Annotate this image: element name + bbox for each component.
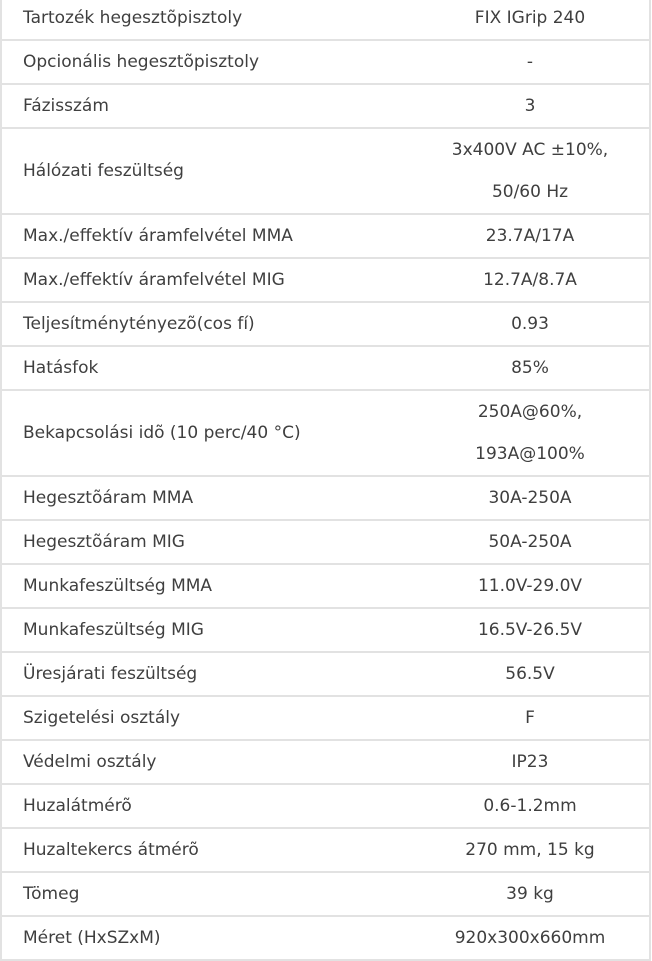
spec-row: Hatásfok 85% bbox=[1, 346, 650, 390]
spec-label: Méret (HxSZxM) bbox=[23, 928, 161, 948]
spec-label: Opcionális hegesztõpisztoly bbox=[23, 52, 260, 72]
spec-value: 3x400V AC ±10%, 50/60 Hz bbox=[451, 140, 609, 202]
spec-value: 23.7A/17A bbox=[485, 226, 575, 246]
spec-row: Fázisszám 3 bbox=[1, 84, 650, 128]
spec-label: Huzalátmérõ bbox=[23, 796, 132, 816]
spec-row: Max./effektív áramfelvétel MMA 23.7A/17A bbox=[1, 214, 650, 258]
spec-label: Max./effektív áramfelvétel MIG bbox=[23, 270, 285, 290]
spec-label: Munkafeszültség MMA bbox=[23, 576, 213, 596]
spec-value: 85% bbox=[511, 358, 549, 378]
spec-value: 30A-250A bbox=[488, 488, 572, 508]
spec-value: 39 kg bbox=[506, 884, 554, 904]
spec-label: Max./effektív áramfelvétel MMA bbox=[23, 226, 293, 246]
spec-value: 250A@60%, 193A@100% bbox=[475, 402, 585, 464]
spec-row: Szigetelési osztály F bbox=[1, 696, 650, 740]
spec-value: 11.0V-29.0V bbox=[477, 576, 583, 596]
spec-row: Teljesítménytényezõ(cos fí) 0.93 bbox=[1, 302, 650, 346]
spec-value: 12.7A/8.7A bbox=[483, 270, 577, 290]
spec-row: Bekapcsolási idõ (10 perc/40 °C) 250A@60%… bbox=[1, 390, 650, 476]
spec-value: 0.6-1.2mm bbox=[483, 796, 577, 816]
spec-label: Hegesztõáram MIG bbox=[23, 532, 185, 552]
spec-row: Hegesztõáram MMA 30A-250A bbox=[1, 476, 650, 520]
spec-row: Opcionális hegesztõpisztoly - bbox=[1, 40, 650, 84]
spec-value: F bbox=[525, 708, 535, 728]
spec-value: FIX IGrip 240 bbox=[474, 8, 586, 28]
spec-label: Fázisszám bbox=[23, 96, 109, 116]
spec-row: Hegesztõáram MIG 50A-250A bbox=[1, 520, 650, 564]
spec-label: Hegesztõáram MMA bbox=[23, 488, 194, 508]
spec-row: Max./effektív áramfelvétel MIG 12.7A/8.7A bbox=[1, 258, 650, 302]
spec-label: Szigetelési osztály bbox=[23, 708, 181, 728]
spec-value: 920x300x660mm bbox=[454, 928, 606, 948]
spec-value: 56.5V bbox=[505, 664, 555, 684]
spec-row: Huzalátmérõ 0.6-1.2mm bbox=[1, 784, 650, 828]
spec-label: Tömeg bbox=[23, 884, 80, 904]
spec-label: Huzaltekercs átmérõ bbox=[23, 840, 199, 860]
spec-value: IP23 bbox=[511, 752, 549, 772]
spec-value: - bbox=[526, 52, 534, 72]
spec-value: 16.5V-26.5V bbox=[477, 620, 583, 640]
spec-row: Védelmi osztály IP23 bbox=[1, 740, 650, 784]
spec-row: Üresjárati feszültség 56.5V bbox=[1, 652, 650, 696]
spec-value: 50A-250A bbox=[488, 532, 572, 552]
spec-label: Üresjárati feszültség bbox=[23, 664, 198, 684]
spec-label: Védelmi osztály bbox=[23, 752, 157, 772]
spec-row: Hálózati feszültség 3x400V AC ±10%, 50/60… bbox=[1, 128, 650, 214]
spec-value: 270 mm, 15 kg bbox=[465, 840, 595, 860]
spec-label: Hálózati feszültség bbox=[23, 161, 184, 181]
spec-label: Hatásfok bbox=[23, 358, 99, 378]
spec-row: Méret (HxSZxM) 920x300x660mm bbox=[1, 916, 650, 960]
spec-row: Tartozék hegesztõpisztoly FIX IGrip 240 bbox=[1, 0, 650, 40]
spec-label: Tartozék hegesztõpisztoly bbox=[23, 8, 243, 28]
spec-label: Bekapcsolási idõ (10 perc/40 °C) bbox=[23, 423, 301, 443]
spec-row: Tömeg 39 kg bbox=[1, 872, 650, 916]
spec-row: Munkafeszültség MIG 16.5V-26.5V bbox=[1, 608, 650, 652]
spec-value: 3 bbox=[524, 96, 536, 116]
spec-label: Munkafeszültség MIG bbox=[23, 620, 204, 640]
spec-label: Teljesítménytényezõ(cos fí) bbox=[23, 314, 255, 334]
spec-row: Munkafeszültség MMA 11.0V-29.0V bbox=[1, 564, 650, 608]
spec-value: 0.93 bbox=[511, 314, 549, 334]
spec-row: Huzaltekercs átmérõ 270 mm, 15 kg bbox=[1, 828, 650, 872]
